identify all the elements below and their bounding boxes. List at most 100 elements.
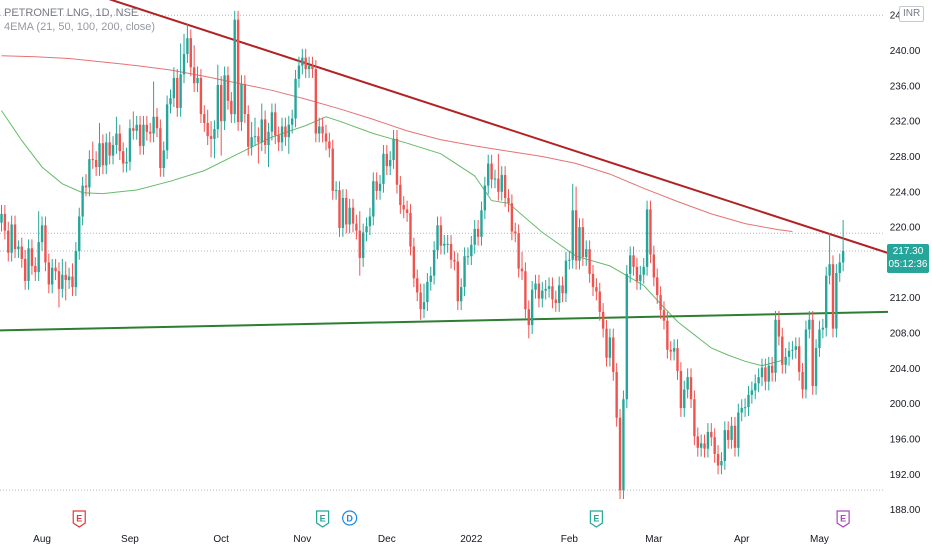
candle-body	[534, 283, 537, 290]
candle-body	[27, 248, 30, 281]
candle-body	[125, 161, 128, 164]
earnings-marker[interactable]	[316, 510, 330, 528]
candle-body	[656, 277, 659, 296]
candle-body	[81, 185, 84, 217]
time-axis[interactable]: Aug Sep Oct Nov Dec 2022 Feb Mar Apr May	[33, 534, 829, 545]
candle-body	[483, 185, 487, 211]
candle-body	[348, 207, 351, 225]
ema-lines	[1, 55, 793, 367]
candle-body	[446, 243, 449, 245]
candle-body	[324, 133, 328, 142]
candle-body	[132, 128, 135, 131]
candle-body	[426, 281, 429, 303]
candle-body	[209, 136, 213, 139]
bar-countdown: 05:12:36	[888, 258, 928, 270]
candle-body	[301, 57, 304, 66]
candle-body	[490, 163, 493, 180]
candle-body	[375, 181, 378, 191]
candle-body	[476, 228, 480, 237]
candle-body	[835, 273, 838, 329]
candle-body	[669, 349, 672, 352]
currency-badge[interactable]: INR	[899, 6, 925, 22]
candle-body	[693, 399, 696, 437]
candle-body	[618, 417, 622, 491]
candle-body	[395, 138, 399, 185]
candle-body	[419, 292, 422, 310]
candle-body	[17, 246, 20, 250]
candle-body	[159, 128, 162, 168]
price-tick-label: 192.00	[890, 470, 921, 481]
indicator-label[interactable]: 4EMA (21, 50, 100, 200, close)	[4, 21, 156, 33]
candle-body	[412, 246, 416, 279]
candle-body	[284, 126, 287, 138]
candle-body	[564, 260, 568, 294]
dividend-marker[interactable]	[342, 510, 358, 526]
candle-body	[10, 224, 13, 253]
candle-body	[277, 135, 280, 143]
candle-body	[797, 346, 801, 372]
price-tick-label: 200.00	[890, 399, 921, 410]
price-level-lines	[0, 14, 884, 491]
candle-body	[781, 336, 784, 365]
candle-body	[30, 248, 34, 266]
candle-body	[179, 74, 182, 108]
candle-body	[233, 19, 236, 115]
candle-body	[662, 310, 666, 321]
candle-body	[341, 197, 345, 228]
candle-body	[642, 266, 645, 275]
candle-body	[236, 19, 240, 123]
trend-lines[interactable]	[0, 0, 889, 332]
candle-body	[777, 319, 781, 337]
candle-body	[595, 287, 598, 292]
candle-body	[625, 273, 628, 400]
candle-body	[821, 327, 825, 330]
candle-body	[331, 148, 334, 191]
candle-body	[713, 437, 716, 454]
candle-body	[135, 124, 138, 131]
event-marker-label: E	[840, 514, 846, 524]
time-tick-label: 2022	[460, 534, 483, 545]
candle-body	[74, 250, 78, 288]
candle-body	[608, 337, 612, 358]
candle-body	[723, 430, 727, 462]
candle-body	[466, 256, 470, 258]
earnings-marker[interactable]	[836, 510, 850, 528]
candle-body	[40, 225, 44, 243]
candle-body	[240, 84, 243, 123]
earnings-marker[interactable]	[72, 510, 86, 528]
candle-body	[537, 283, 541, 299]
candle-body	[733, 425, 737, 448]
candle-body	[480, 210, 483, 237]
candle-body	[57, 271, 61, 289]
candle-body	[189, 38, 192, 68]
candle-body	[392, 138, 395, 161]
candle-body	[250, 137, 253, 147]
candle-body	[149, 131, 152, 134]
candle-body	[368, 216, 372, 227]
candle-body	[78, 216, 81, 251]
candle-body	[304, 57, 307, 70]
price-tick-label: 224.00	[890, 187, 921, 198]
candle-body	[578, 227, 581, 261]
candle-body	[94, 160, 98, 168]
candle-body	[169, 98, 172, 105]
candle-body	[382, 153, 385, 184]
candle-body	[47, 262, 51, 285]
support-trendline[interactable]	[0, 310, 889, 332]
candle-body	[443, 243, 446, 246]
resistance-trendline[interactable]	[0, 0, 889, 254]
candle-body	[3, 213, 7, 231]
candle-body	[186, 38, 189, 55]
candle-body	[196, 77, 199, 84]
candle-body	[699, 443, 703, 448]
candle-body	[581, 227, 585, 258]
candle-body	[311, 65, 314, 70]
candle-body	[679, 370, 683, 409]
time-tick-label: Apr	[734, 534, 750, 545]
candle-body	[44, 225, 47, 263]
earnings-marker[interactable]	[589, 510, 603, 528]
candle-body	[142, 124, 145, 146]
candle-body	[247, 114, 250, 147]
